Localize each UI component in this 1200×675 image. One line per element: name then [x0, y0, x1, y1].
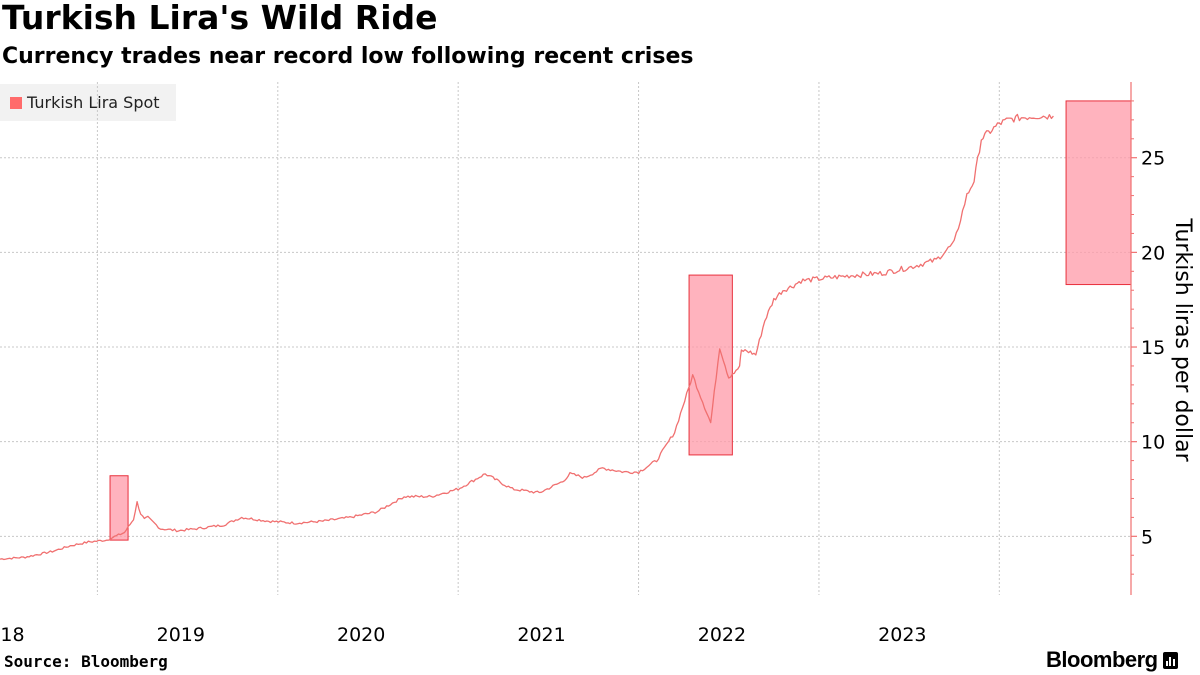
y-tick-label-10: 10: [1141, 432, 1165, 454]
highlight-box-3: [1065, 100, 1132, 286]
x-tick-label-2022: 2022: [698, 624, 746, 646]
legend: Turkish Lira Spot: [0, 84, 176, 121]
bloomberg-terminal-icon: [1162, 651, 1178, 669]
y-axis: 5 10 15 20 25: [1130, 82, 1165, 595]
series-layer: [0, 113, 1054, 561]
x-tick-label-2018: 2018: [0, 624, 25, 646]
x-axis-labels: 2018 2019 2020 2021 2022 2023: [0, 624, 927, 646]
chart-title: Turkish Lira's Wild Ride: [2, 0, 438, 37]
crisis-highlights: [109, 100, 1132, 541]
x-tick-label-2020: 2020: [337, 624, 385, 646]
brand-wordmark: Bloomberg: [1046, 647, 1158, 672]
y-axis-title: Turkish liras per dollar: [1170, 217, 1195, 462]
legend-swatch: [10, 96, 22, 109]
y-tick-label-15: 15: [1141, 337, 1165, 359]
highlight-box-1: [109, 475, 129, 541]
series-line-1: [0, 113, 1054, 561]
y-tick-label-25: 25: [1141, 148, 1165, 170]
x-tick-label-2021: 2021: [517, 624, 565, 646]
bloomberg-logo: Bloomberg: [1046, 647, 1178, 673]
y-tick-label-5: 5: [1141, 526, 1153, 548]
x-tick-label-2023: 2023: [878, 624, 926, 646]
chart-subtitle: Currency trades near record low followin…: [2, 44, 694, 69]
y-tick-label-20: 20: [1141, 242, 1165, 264]
source-note: Source: Bloomberg: [4, 652, 168, 671]
legend-label: Turkish Lira Spot: [27, 93, 160, 112]
grid: [0, 82, 1131, 595]
x-tick-label-2019: 2019: [157, 624, 205, 646]
highlight-box-2: [688, 274, 733, 456]
